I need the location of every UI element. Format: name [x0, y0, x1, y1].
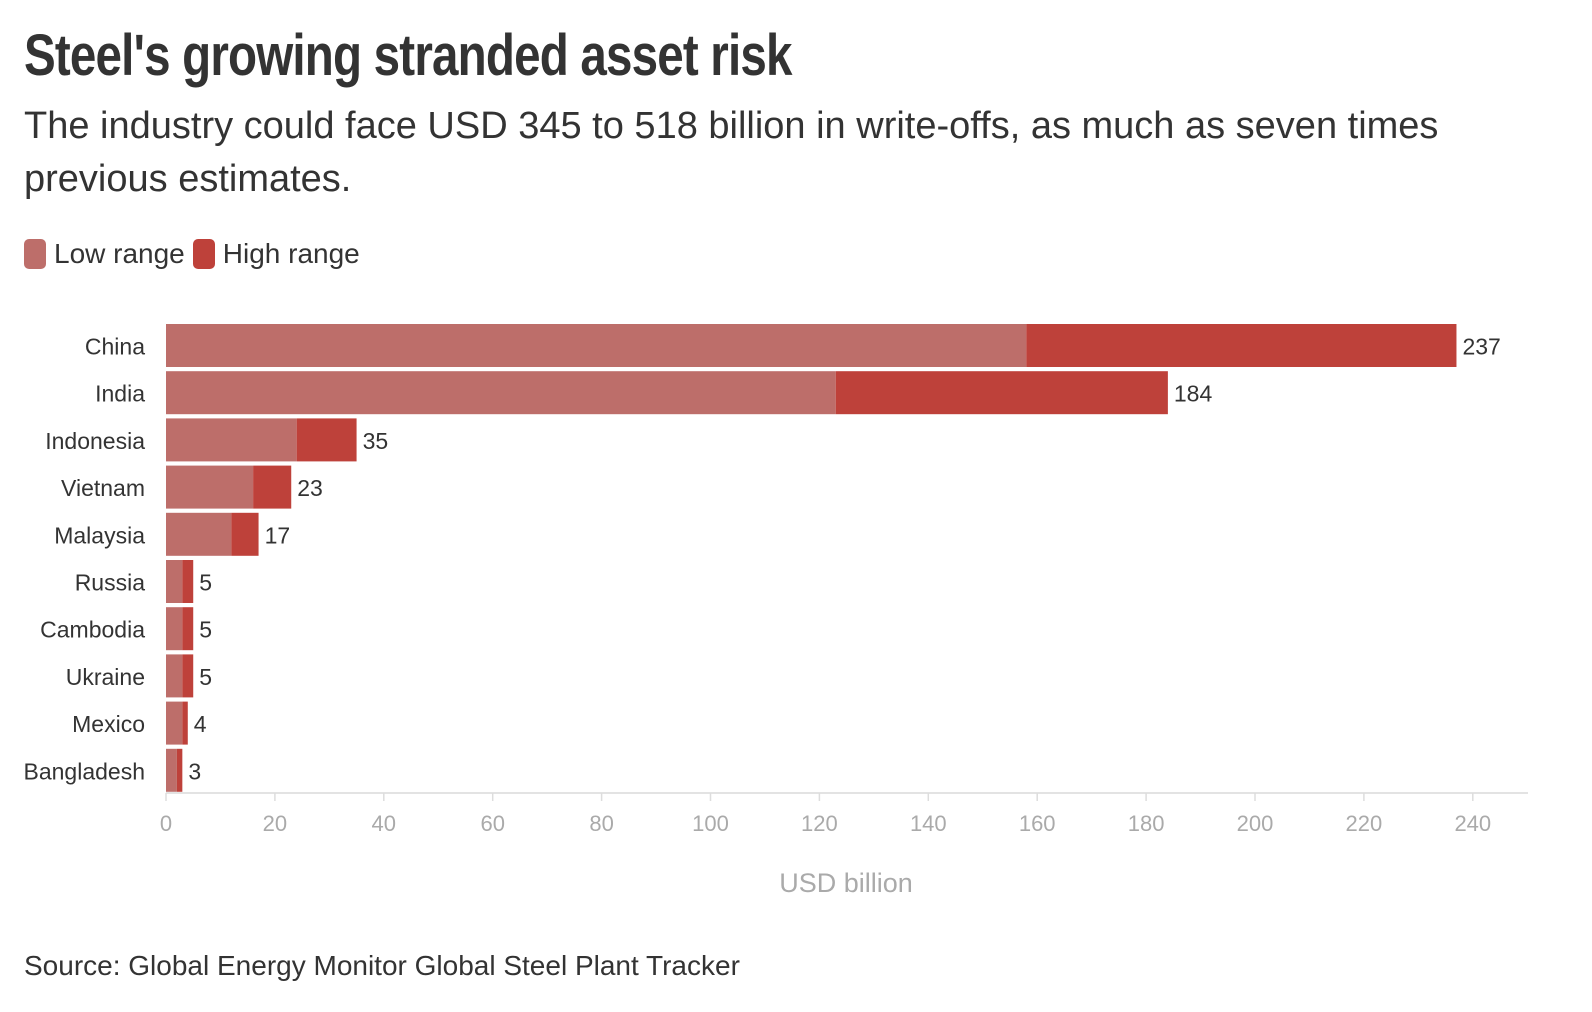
bar-india-high-range	[835, 371, 1168, 415]
bar-cambodia-high-range	[182, 607, 194, 651]
bar-vietnam-low-range	[166, 465, 254, 509]
x-tick-label-100: 100	[692, 811, 729, 836]
x-tick-label-180: 180	[1128, 811, 1165, 836]
y-tick-label-ukraine: Ukraine	[66, 664, 145, 690]
data-label-ukraine: 5	[199, 664, 212, 690]
bar-malaysia-low-range	[166, 512, 232, 556]
bar-china-high-range	[1026, 324, 1457, 367]
x-tick-label-240: 240	[1454, 811, 1491, 836]
chart-title: Steel's growing stranded asset risk	[24, 23, 792, 88]
x-tick-label-0: 0	[160, 811, 172, 836]
bar-bangladesh-high-range	[176, 748, 183, 792]
y-tick-label-vietnam: Vietnam	[61, 475, 145, 501]
x-tick-label-80: 80	[589, 811, 613, 836]
y-tick-label-india: India	[95, 381, 145, 407]
bar-china-low-range	[166, 324, 1027, 367]
data-label-china: 237	[1462, 334, 1500, 360]
bar-indonesia-low-range	[166, 418, 297, 462]
bar-india-low-range	[166, 371, 836, 415]
bar-malaysia-high-range	[231, 512, 259, 556]
y-tick-label-bangladesh: Bangladesh	[24, 758, 146, 784]
data-label-russia: 5	[199, 570, 212, 596]
data-label-cambodia: 5	[199, 617, 212, 643]
data-label-mexico: 4	[194, 711, 207, 737]
x-tick-label-160: 160	[1019, 811, 1056, 836]
bar-ukraine-high-range	[182, 654, 194, 698]
bar-vietnam-high-range	[253, 465, 292, 509]
legend-swatch-low-range	[24, 239, 46, 269]
x-tick-label-40: 40	[372, 811, 396, 836]
bar-russia-low-range	[166, 560, 183, 603]
bar-ukraine-low-range	[166, 654, 183, 698]
data-label-vietnam: 23	[297, 475, 323, 501]
x-tick-label-120: 120	[801, 811, 838, 836]
source-note: Source: Global Energy Monitor Global Ste…	[24, 950, 740, 981]
data-label-indonesia: 35	[363, 428, 389, 454]
bar-indonesia-high-range	[296, 418, 357, 462]
data-label-bangladesh: 3	[188, 758, 201, 784]
legend-label-low-range: Low range	[54, 238, 185, 269]
y-tick-label-mexico: Mexico	[72, 711, 145, 737]
chart-subtitle: The industry could face USD 345 to 518 b…	[24, 105, 1439, 200]
y-tick-label-indonesia: Indonesia	[45, 428, 145, 454]
y-tick-label-russia: Russia	[75, 570, 146, 596]
x-tick-label-60: 60	[480, 811, 504, 836]
x-tick-label-20: 20	[263, 811, 287, 836]
y-tick-label-malaysia: Malaysia	[54, 522, 145, 548]
x-tick-label-140: 140	[910, 811, 947, 836]
legend-item-low-range: Low range	[24, 238, 185, 270]
legend-swatch-high-range	[192, 239, 215, 269]
legend-item-high-range: High range	[192, 238, 360, 270]
bar-cambodia-low-range	[166, 607, 183, 651]
data-label-malaysia: 17	[265, 522, 291, 548]
bar-mexico-low-range	[166, 701, 183, 745]
x-tick-label-220: 220	[1346, 811, 1383, 836]
legend-label-high-range: High range	[222, 238, 360, 269]
x-tick-label-200: 200	[1237, 811, 1274, 836]
bar-mexico-high-range	[182, 701, 188, 745]
bar-russia-high-range	[182, 560, 194, 603]
bar-bangladesh-low-range	[166, 748, 177, 792]
x-axis-title: USD billion	[779, 868, 913, 898]
y-tick-label-china: China	[85, 334, 145, 360]
y-tick-label-cambodia: Cambodia	[40, 617, 145, 643]
legend: Low range High range	[24, 238, 368, 270]
data-label-india: 184	[1174, 381, 1213, 407]
